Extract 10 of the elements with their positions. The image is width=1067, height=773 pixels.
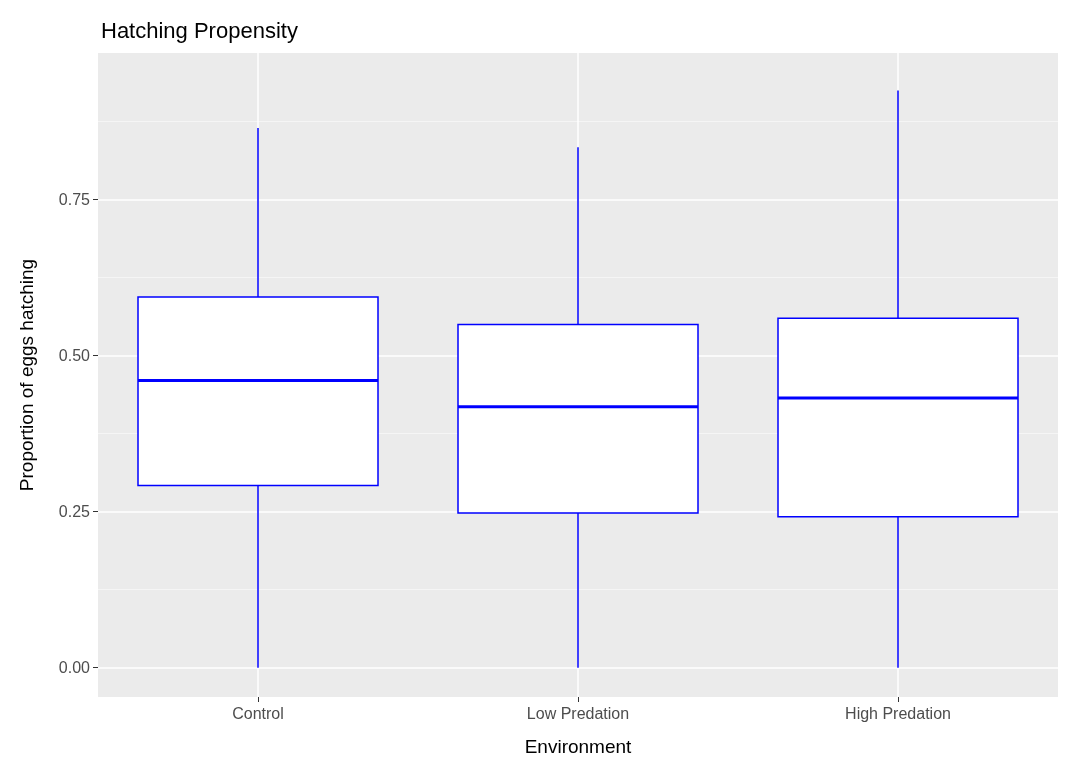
y-axis-title: Proportion of eggs hatching — [16, 258, 37, 492]
x-tick-label: Control — [232, 704, 284, 722]
chart-title: Hatching Propensity — [101, 17, 298, 43]
y-tick-label: 0.00 — [58, 659, 91, 677]
x-axis-title: Environment — [524, 736, 633, 757]
y-tick-label: 0.75 — [58, 191, 91, 209]
x-tick-label: High Predation — [845, 704, 951, 722]
x-tick-label: Low Predation — [526, 704, 630, 722]
y-tick-label: 0.25 — [58, 503, 91, 521]
y-tick-label: 0.50 — [58, 347, 91, 365]
